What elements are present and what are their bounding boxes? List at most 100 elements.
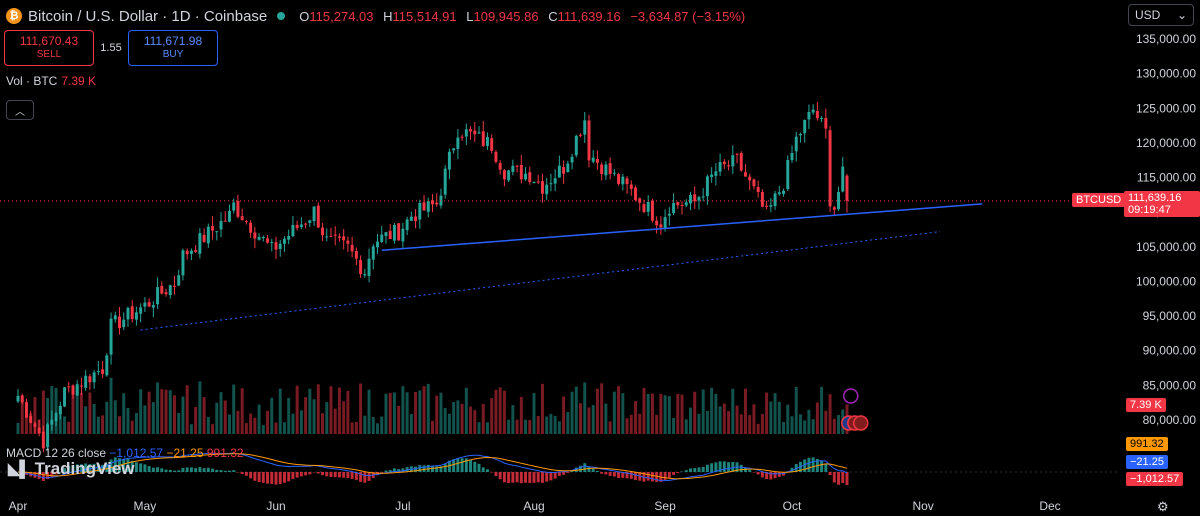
candle-body [75, 384, 79, 396]
volume-bar [24, 414, 28, 434]
volume-bar [414, 391, 418, 434]
candle-body [469, 129, 473, 132]
candle-body [815, 110, 819, 119]
macd-hist-bar [532, 472, 536, 483]
symbol-title[interactable]: Bitcoin / U.S. Dollar · 1D · Coinbase [28, 7, 268, 25]
candle-body [532, 181, 536, 183]
volume-bar [312, 399, 316, 434]
macd-hist-bar [50, 472, 54, 477]
candle-body [494, 151, 498, 162]
macd-hist-bar [710, 463, 714, 472]
signal-line [17, 453, 848, 480]
volume-bar [33, 397, 37, 434]
candle-body [249, 222, 253, 233]
candle-body [350, 244, 354, 252]
volume-bar [397, 405, 401, 434]
macd-hist-bar [160, 468, 164, 472]
macd-hist-bar [261, 472, 265, 483]
collapse-legend-button[interactable]: ︿ [6, 100, 34, 120]
macd-legend[interactable]: MACD 12 26 close −1,012.57 −21.25 991.32 [6, 446, 244, 460]
market-status-dot [277, 12, 286, 20]
macd-hist-bar [680, 471, 684, 473]
candle-body [58, 405, 62, 415]
candle-body [502, 170, 506, 180]
candle-body [211, 226, 215, 231]
volume-bar [122, 393, 126, 434]
ohlc-values: O115,274.03 H115,514.91 L109,945.86 C111… [299, 9, 751, 24]
macd-hist-bar [693, 468, 697, 472]
volume-bar [807, 409, 811, 434]
macd-hist-bar [481, 467, 485, 472]
candle-body [519, 164, 523, 180]
x-tick-label: Dec [1039, 499, 1060, 513]
volume-bar [177, 413, 181, 434]
volume-bar [371, 417, 375, 434]
candle-body [752, 179, 756, 187]
macd-hist-bar [359, 472, 363, 482]
y-tick-label: 130,000.00 [1136, 67, 1196, 81]
volume-bar [173, 395, 176, 434]
macd-hist-bar [828, 472, 832, 476]
candle-body [663, 217, 667, 229]
macd-hist-bar [325, 472, 329, 477]
candle-body [278, 243, 282, 249]
volume-axis-label: 7.39 K [1126, 398, 1166, 412]
candle-body [202, 234, 206, 242]
buy-button[interactable]: 111,671.98 BUY [128, 30, 218, 66]
macd-hist-bar [321, 472, 325, 476]
macd-hist-bar [511, 472, 515, 483]
sell-label: SELL [36, 49, 62, 60]
sell-button[interactable]: 111,670.43 SELL [4, 30, 94, 66]
lightning-event-icon [843, 388, 859, 404]
volume-bar [667, 396, 671, 434]
y-tick-label: 90,000.00 [1143, 344, 1197, 358]
volume-legend[interactable]: Vol · BTC 7.39 K [6, 74, 96, 88]
candle-body [697, 197, 701, 201]
volume-bar [168, 390, 172, 434]
candle-body [41, 431, 45, 449]
volume-bar [96, 416, 100, 434]
volume-bar [426, 383, 430, 434]
candle-body [790, 153, 794, 161]
settings-icon[interactable]: ⚙ [1157, 499, 1169, 514]
candle-body [79, 385, 83, 387]
candle-body [198, 233, 202, 254]
macd-hist-bar [773, 472, 777, 479]
macd-hist-bar [435, 466, 439, 472]
macd-hist-bar [769, 472, 773, 480]
volume-bar [109, 377, 113, 434]
macd-hist-bar [718, 461, 722, 472]
volume-bar [240, 388, 244, 434]
candle-body [376, 241, 379, 248]
candle-body [811, 109, 815, 113]
macd-hist-bar [168, 469, 172, 472]
candle-body [346, 240, 350, 244]
volume-bar [536, 416, 540, 434]
candle-body [392, 224, 396, 241]
hist-axis-label: 991.32 [1126, 437, 1168, 451]
candle-body [672, 202, 676, 214]
x-tick-label: Sep [654, 499, 676, 513]
currency-select[interactable]: USD ⌄ [1128, 4, 1194, 26]
candle-body [452, 148, 456, 151]
macd-hist-bar [295, 472, 299, 478]
volume-bar [392, 392, 396, 434]
volume-bar [443, 407, 447, 434]
volume-bar [748, 415, 752, 434]
volume-bar [676, 393, 680, 434]
volume-bar [215, 402, 219, 434]
macd-hist-bar [122, 458, 126, 472]
macd-hist-bar [181, 467, 185, 472]
macd-hist-bar [807, 457, 811, 472]
macd-hist-bar [282, 472, 286, 483]
y-tick-label: 125,000.00 [1136, 101, 1196, 115]
candle-body [659, 224, 663, 228]
candle-body [786, 160, 790, 190]
candle-body [177, 275, 181, 286]
macd-hist-bar [528, 472, 532, 484]
candle-body [689, 195, 692, 204]
volume-bar [672, 417, 676, 434]
volume-bar [257, 404, 261, 434]
candle-body [109, 318, 113, 355]
